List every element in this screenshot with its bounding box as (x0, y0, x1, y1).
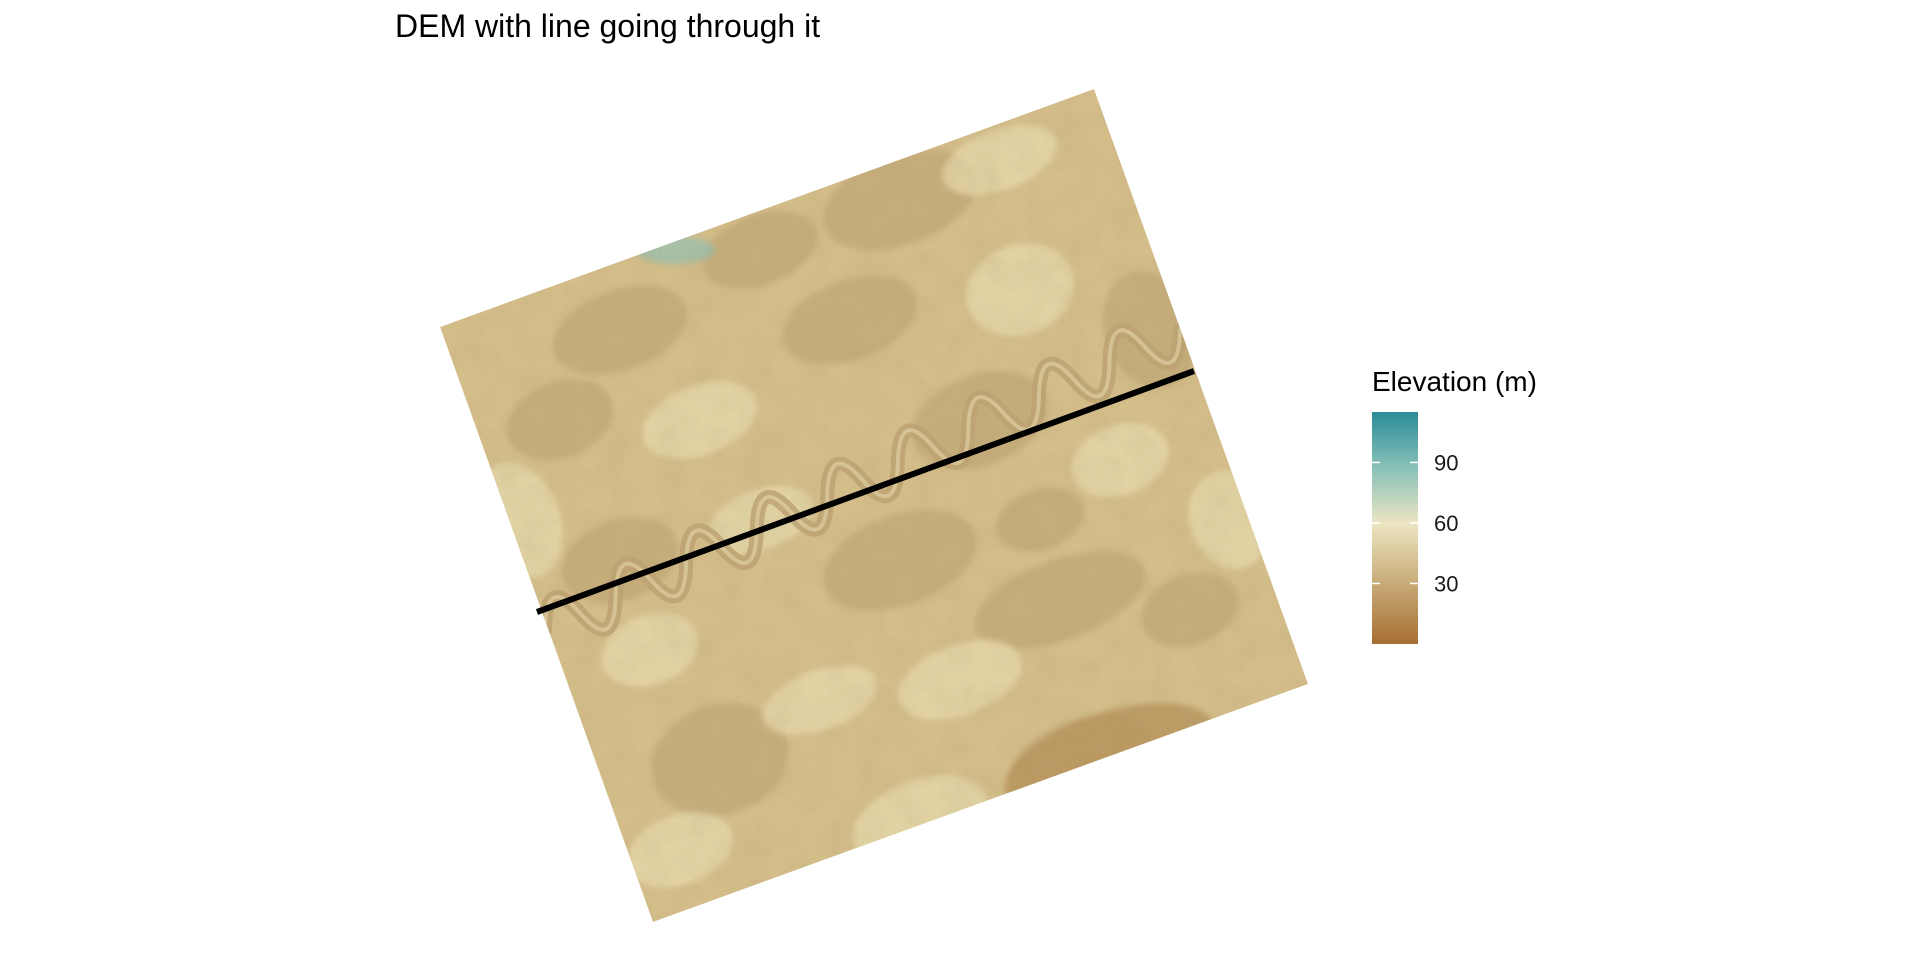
legend-title: Elevation (m) (1372, 366, 1537, 397)
legend-tick-label: 90 (1434, 450, 1458, 475)
transect-line (535, 368, 1196, 615)
river-bank-highlight (543, 328, 1182, 632)
legend-tick-label: 30 (1434, 571, 1458, 596)
legend-colorbar (1372, 412, 1418, 644)
legend-colorbar-group: 30 60 90 (1372, 412, 1458, 644)
legend-tick-label: 60 (1434, 511, 1458, 536)
plot-title: DEM with line going through it (395, 8, 821, 44)
meandering-river (538, 323, 1187, 637)
